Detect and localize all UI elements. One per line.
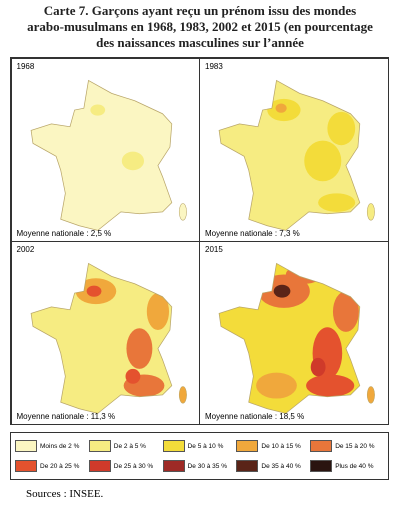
map-region (332, 290, 359, 332)
map-region (273, 284, 291, 298)
legend-item: De 25 à 30 % (88, 459, 163, 473)
map-region (89, 103, 105, 116)
legend-item: Moins de 2 % (15, 439, 89, 453)
map-outline (218, 79, 361, 231)
legend-label: Moins de 2 % (40, 442, 80, 450)
france-map (30, 262, 187, 414)
legend-swatch (162, 460, 185, 472)
legend-item: De 20 à 25 % (15, 459, 89, 473)
legend: Moins de 2 % De 2 à 5 % De 5 à 10 % De 10 à… (10, 432, 389, 480)
legend-label: Plus de 40 % (335, 462, 374, 470)
legend-label: De 30 à 35 % (187, 462, 227, 470)
map-outline (30, 79, 172, 231)
france-map (30, 79, 187, 231)
corsica (366, 385, 375, 403)
panel-note: Moyenne nationale : 18,5 % (205, 411, 305, 421)
map-region (125, 368, 140, 384)
legend-swatch (88, 460, 111, 472)
map-region (304, 140, 342, 181)
france-map (218, 79, 375, 231)
legend-label: De 35 à 40 % (261, 462, 301, 470)
legend-label: De 25 à 30 % (113, 462, 154, 470)
source: Sources : INSEE. (26, 488, 104, 500)
map-panel: 1983 Moyenne nationale : 7,3 % (199, 57, 389, 242)
legend-swatch (15, 460, 37, 472)
map-region (285, 264, 323, 284)
corsica (178, 385, 187, 403)
legend-label: De 15 à 20 % (335, 442, 375, 450)
map-clip (219, 79, 360, 230)
corsica (178, 202, 187, 220)
legend-item: De 2 à 5 % (88, 439, 163, 453)
map-panel: 2015 Moyenne nationale : 18,5 % (199, 240, 389, 425)
map-panel: 1968 Moyenne nationale : 2,5 % (10, 57, 200, 242)
legend-item: De 15 à 20 % (310, 439, 384, 453)
map-region (125, 327, 152, 369)
map-region (318, 192, 356, 212)
legend-item: De 30 à 35 % (162, 459, 237, 473)
map-panel: 2002 Moyenne nationale : 11,3 % (10, 240, 200, 425)
map-region (275, 103, 287, 113)
corsica (366, 202, 375, 220)
legend-swatch (236, 460, 259, 472)
panel-note: Moyenne nationale : 11,3 % (16, 411, 116, 421)
map-region (86, 285, 101, 297)
panel-year: 2002 (16, 244, 35, 254)
panel-year: 1983 (205, 61, 223, 71)
map-outline (218, 262, 361, 414)
legend-item: De 35 à 40 % (236, 459, 310, 473)
legend-label: De 5 à 10 % (187, 442, 224, 450)
legend-swatch (236, 440, 259, 452)
legend-item: De 10 à 15 % (236, 439, 310, 453)
legend-label: De 2 à 5 % (113, 442, 146, 450)
map-outline (30, 262, 172, 414)
legend-swatch (88, 440, 111, 452)
map-grid: 1968 Moyenne nationale : 2,5 % 1983 Moyenne… (10, 57, 389, 425)
map-region (306, 373, 355, 397)
legend-swatch (310, 440, 333, 452)
panel-year: 1968 (16, 61, 35, 71)
panel-note: Moyenne nationale : 2,5 % (16, 228, 112, 238)
legend-swatch (162, 440, 185, 452)
map-region (121, 151, 144, 170)
legend-label: De 20 à 25 % (40, 462, 80, 470)
france-map (218, 262, 375, 414)
panel-year: 2015 (205, 244, 223, 254)
legend-swatch (15, 440, 37, 452)
map-region (256, 372, 297, 399)
legend-swatch (310, 460, 333, 472)
map-region (146, 292, 169, 330)
map-region (327, 111, 356, 145)
map-region (310, 357, 326, 376)
legend-label: De 10 à 15 % (261, 442, 301, 450)
title: Carte 7. Garçons ayant reçu un prénom is… (27, 3, 373, 50)
legend-item: De 5 à 10 % (162, 439, 237, 453)
panel-note: Moyenne nationale : 7,3 % (205, 228, 300, 238)
legend-item: Plus de 40 % (310, 459, 384, 473)
